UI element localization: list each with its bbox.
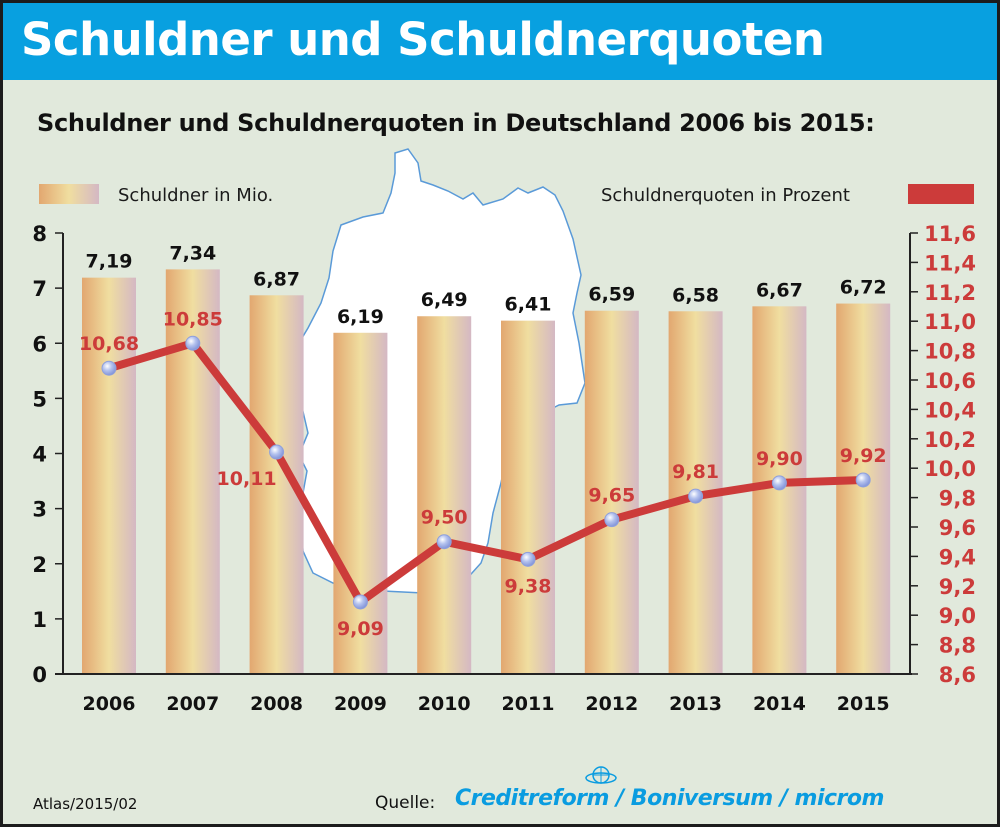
y-right-tick-label: 8,6 bbox=[939, 663, 976, 687]
chart: 7,1920067,3420076,8720086,1920096,492010… bbox=[32, 148, 976, 715]
bar-value-label: 7,34 bbox=[169, 242, 216, 264]
x-tick-label: 2013 bbox=[669, 693, 722, 715]
y-right-tick-label: 10,4 bbox=[924, 398, 976, 422]
y-right-tick-label: 9,6 bbox=[939, 516, 976, 540]
y-left-tick-label: 3 bbox=[32, 498, 47, 522]
bar-value-label: 6,58 bbox=[672, 284, 719, 306]
bar-value-label: 6,72 bbox=[840, 277, 887, 299]
line-marker-2010 bbox=[436, 534, 452, 550]
x-tick-label: 2014 bbox=[753, 693, 806, 715]
bar-2015 bbox=[836, 303, 891, 674]
line-value-label: 10,68 bbox=[79, 333, 139, 355]
creditreform-logo-icon bbox=[585, 766, 617, 784]
y-left-tick-label: 5 bbox=[32, 387, 47, 411]
legend-line-label: Schuldnerquoten in Prozent bbox=[601, 185, 850, 206]
line-marker-2009 bbox=[352, 594, 368, 610]
bar-value-label: 6,87 bbox=[253, 268, 300, 290]
line-value-label: 9,50 bbox=[421, 507, 468, 529]
bar-2009 bbox=[333, 332, 388, 674]
y-left-tick-label: 4 bbox=[32, 443, 47, 467]
y-right-tick-label: 10,2 bbox=[924, 428, 976, 452]
title-banner: Schuldner und Schuldnerquoten bbox=[3, 3, 997, 80]
y-right-tick-label: 11,2 bbox=[924, 281, 976, 305]
line-marker-2014 bbox=[771, 475, 787, 491]
line-marker-2011 bbox=[520, 551, 536, 567]
line-value-label: 9,92 bbox=[840, 445, 887, 467]
bar-2010 bbox=[417, 316, 472, 674]
x-tick-label: 2008 bbox=[250, 693, 303, 715]
y-left-tick-label: 6 bbox=[32, 332, 47, 356]
y-right-tick-label: 11,4 bbox=[924, 251, 976, 275]
y-right-tick-label: 10,6 bbox=[924, 369, 976, 393]
y-left-tick-label: 0 bbox=[32, 663, 47, 687]
x-tick-label: 2012 bbox=[585, 693, 638, 715]
source-label: Quelle: bbox=[375, 793, 436, 813]
legend-bar-swatch bbox=[39, 184, 99, 204]
line-value-label: 10,85 bbox=[163, 308, 223, 330]
x-tick-label: 2015 bbox=[837, 693, 890, 715]
bar-value-label: 6,19 bbox=[337, 306, 384, 328]
line-marker-2006 bbox=[101, 360, 117, 376]
y-left-tick-label: 2 bbox=[32, 553, 47, 577]
bar-value-label: 6,59 bbox=[588, 284, 635, 306]
quote-line bbox=[107, 339, 864, 606]
x-tick-label: 2010 bbox=[418, 693, 471, 715]
x-tick-label: 2009 bbox=[334, 693, 387, 715]
line-value-label: 9,09 bbox=[337, 618, 384, 640]
y-left-tick-label: 8 bbox=[32, 222, 47, 246]
bar-2006 bbox=[82, 277, 136, 674]
y-right-tick-label: 9,2 bbox=[939, 575, 976, 599]
bar-value-label: 6,49 bbox=[421, 289, 468, 311]
y-right-tick-label: 10,0 bbox=[924, 457, 976, 481]
bar-2012 bbox=[584, 310, 639, 674]
y-left-tick-label: 7 bbox=[32, 277, 47, 301]
line-value-label: 9,65 bbox=[588, 485, 635, 507]
banner-title: Schuldner und Schuldnerquoten bbox=[21, 13, 825, 66]
legend-line-swatch bbox=[908, 184, 974, 204]
y-right-tick-label: 11,6 bbox=[924, 222, 976, 246]
line-marker-2015 bbox=[855, 472, 871, 488]
line-marker-2012 bbox=[604, 512, 620, 528]
line-value-label: 9,90 bbox=[756, 448, 803, 470]
x-tick-label: 2011 bbox=[502, 693, 555, 715]
y-right-tick-label: 9,8 bbox=[939, 487, 976, 511]
y-left-tick-label: 1 bbox=[32, 608, 47, 632]
y-right-tick-label: 8,8 bbox=[939, 634, 976, 658]
legend-bars-label: Schuldner in Mio. bbox=[118, 185, 274, 206]
x-tick-label: 2007 bbox=[166, 693, 219, 715]
x-tick-label: 2006 bbox=[83, 693, 136, 715]
bar-value-label: 6,67 bbox=[756, 279, 803, 301]
y-right-tick-label: 11,0 bbox=[924, 310, 976, 334]
line-marker-2007 bbox=[185, 335, 201, 351]
line-marker-2008 bbox=[269, 444, 285, 460]
source-brands: Creditreform / Boniversum / microm bbox=[455, 786, 884, 811]
line-value-label: 10,11 bbox=[217, 468, 277, 490]
y-right-tick-label: 9,4 bbox=[939, 545, 976, 569]
bar-value-label: 6,41 bbox=[505, 294, 552, 316]
y-right-tick-label: 10,8 bbox=[924, 340, 976, 364]
line-marker-2013 bbox=[688, 488, 704, 504]
bar-value-label: 7,19 bbox=[86, 251, 133, 273]
bar-2011 bbox=[501, 320, 555, 674]
line-value-label: 9,38 bbox=[505, 575, 552, 597]
y-right-tick-label: 9,0 bbox=[939, 604, 976, 628]
line-value-label: 9,81 bbox=[672, 461, 719, 483]
atlas-code: Atlas/2015/02 bbox=[33, 795, 138, 813]
chart-subtitle: Schuldner und Schuldnerquoten in Deutsch… bbox=[37, 109, 875, 137]
